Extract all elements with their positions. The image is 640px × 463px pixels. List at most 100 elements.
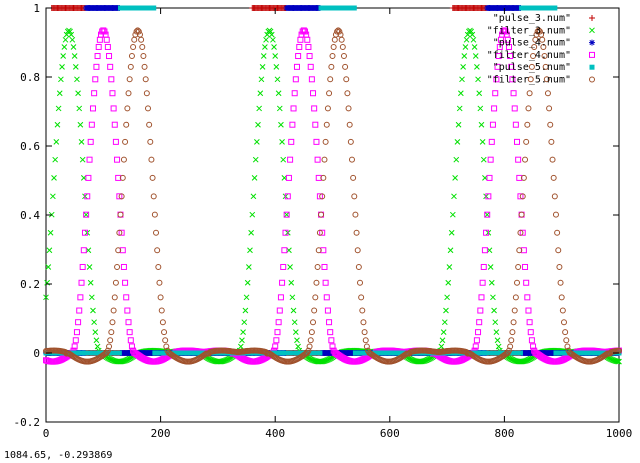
data-point (362, 337, 369, 344)
data-point (320, 174, 327, 181)
data-point (613, 358, 620, 365)
data-point (119, 174, 126, 181)
data-point (524, 121, 531, 128)
data-point (143, 90, 150, 97)
data-point (324, 307, 331, 314)
data-point (476, 90, 483, 97)
coordinate-readout: 1084.65, -0.293869 (4, 450, 113, 461)
data-point (490, 294, 496, 301)
data-point (492, 90, 499, 97)
data-point (471, 44, 478, 50)
data-point (530, 53, 537, 60)
data-point (141, 63, 148, 70)
data-point (92, 76, 99, 83)
data-point (323, 121, 330, 128)
data-point (157, 294, 164, 301)
data-point (339, 43, 346, 50)
data-point (543, 76, 550, 83)
data-point (107, 337, 114, 344)
data-point (275, 319, 282, 326)
data-point (123, 121, 130, 128)
data-point (147, 138, 154, 145)
data-point (560, 319, 567, 326)
data-point (45, 264, 52, 270)
data-point (69, 36, 76, 43)
data-point (72, 337, 79, 344)
data-point (359, 307, 366, 314)
data-point (163, 343, 170, 350)
data-point (297, 36, 304, 43)
x-tick-label: 0 (43, 427, 50, 440)
data-point (441, 319, 448, 326)
data-point (272, 343, 279, 350)
data-point (331, 36, 338, 43)
data-point (310, 90, 317, 97)
data-point (244, 279, 251, 286)
data-point (272, 53, 279, 59)
data-point (496, 43, 503, 50)
data-point (470, 36, 477, 43)
data-point (151, 211, 158, 218)
y-tick-label: -0.2 (14, 416, 41, 429)
data-point (481, 247, 488, 254)
data-point (312, 121, 319, 128)
data-point (87, 138, 94, 145)
data-point (509, 329, 516, 336)
data-point (135, 28, 142, 35)
data-point (559, 307, 566, 314)
data-point (526, 319, 533, 326)
data-point (284, 193, 291, 200)
data-point (86, 264, 93, 270)
data-point (347, 138, 354, 145)
data-point (316, 229, 323, 236)
legend-marker (589, 64, 595, 70)
data-point (502, 28, 509, 35)
data-point (518, 211, 525, 218)
data-point (322, 138, 329, 145)
data-point (480, 156, 487, 163)
data-point (491, 307, 497, 314)
data-point (109, 90, 116, 97)
data-point (239, 337, 245, 344)
data-point (445, 279, 452, 286)
data-point (328, 337, 335, 344)
data-point (510, 319, 517, 326)
data-point (81, 229, 88, 236)
data-point (154, 247, 161, 254)
data-point (292, 329, 299, 336)
data-point (478, 294, 485, 301)
data-point (493, 329, 500, 336)
data-point (79, 156, 86, 163)
data-point (494, 63, 501, 70)
data-point (43, 294, 49, 301)
data-point (440, 329, 447, 336)
data-point (495, 53, 502, 60)
legend-marker (589, 76, 595, 83)
data-point (319, 193, 326, 200)
y-tick-label: 0 (33, 347, 40, 360)
data-point (295, 53, 302, 60)
data-point (452, 175, 458, 181)
data-point (124, 105, 131, 112)
data-point (62, 36, 69, 43)
data-point (319, 229, 326, 236)
data-point (83, 211, 89, 218)
data-point (351, 5, 357, 11)
data-point (273, 337, 280, 344)
data-point (55, 105, 62, 112)
data-point (443, 307, 449, 314)
data-point (492, 319, 499, 326)
data-point (446, 264, 453, 270)
data-point (131, 36, 138, 43)
data-point (241, 319, 248, 326)
data-point (293, 63, 300, 70)
data-point (536, 28, 543, 35)
data-point (111, 294, 118, 301)
data-point (76, 307, 83, 314)
data-point (528, 337, 535, 344)
data-point (334, 28, 341, 35)
data-point (484, 211, 491, 218)
data-point (348, 156, 355, 163)
data-point (94, 53, 101, 60)
data-point (291, 319, 298, 326)
